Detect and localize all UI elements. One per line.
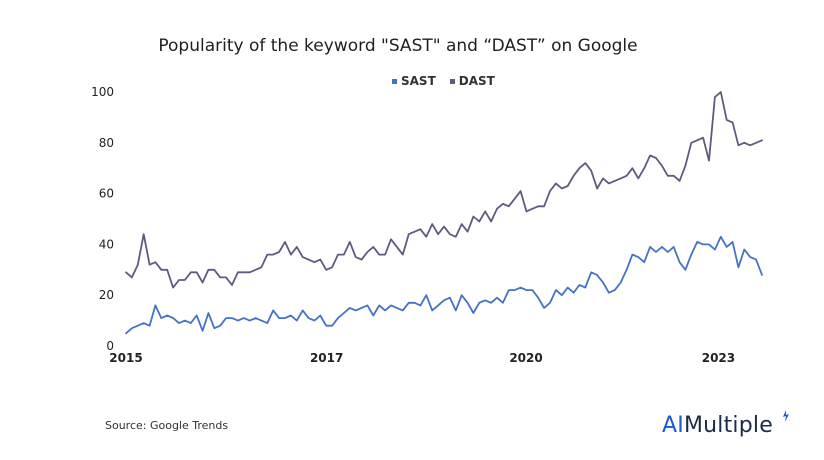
source-note: Source: Google Trends	[105, 419, 229, 432]
brand-spark-icon	[783, 410, 789, 422]
legend-label-dast: DAST	[458, 74, 495, 88]
y-tick-label: 60	[99, 187, 114, 201]
brand-logo-text: Multiple	[683, 413, 773, 438]
legend-swatch-sast	[392, 78, 397, 84]
legend-swatch-dast	[449, 78, 455, 84]
x-tick-label: 2015	[109, 351, 142, 365]
brand-logo-ai: AI	[662, 413, 684, 438]
x-tick-label: 2020	[509, 351, 542, 365]
y-tick-label: 40	[99, 237, 114, 251]
y-tick-label: 80	[99, 136, 114, 150]
series-line-sast	[125, 235, 763, 335]
brand-logo: AIMultiple	[662, 413, 773, 438]
series-line-dast	[125, 91, 763, 289]
y-tick-label: 0	[106, 339, 114, 353]
x-tick-label: 2023	[702, 351, 735, 365]
legend-item-sast: SAST	[392, 74, 436, 88]
x-tick-label: 2017	[310, 351, 343, 365]
chart-title: Popularity of the keyword "SAST" and “DA…	[158, 36, 638, 56]
y-tick-label: 20	[99, 288, 114, 302]
legend-label-sast: SAST	[401, 74, 436, 88]
y-tick-label: 100	[91, 85, 114, 99]
chart-legend: SAST DAST	[392, 74, 495, 88]
legend-item-dast: DAST	[449, 74, 495, 88]
